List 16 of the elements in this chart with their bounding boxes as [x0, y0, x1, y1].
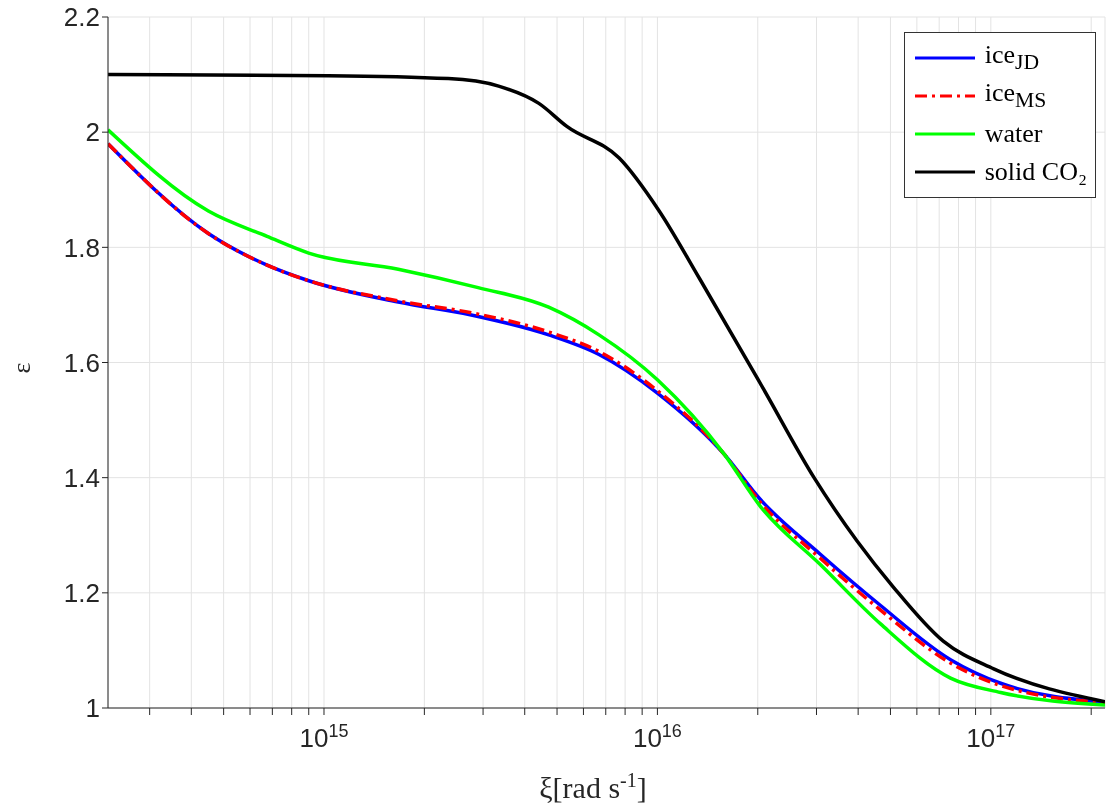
y-tick-label: 1.6 — [63, 347, 100, 378]
y-tick-label: 1 — [85, 693, 100, 724]
x-axis-title: ξ[rad s$^{-1}$] — [539, 769, 647, 804]
legend-label: ice$_{MS}$ — [984, 78, 1047, 114]
x-tick-label: 10$^{16}$ — [632, 721, 682, 753]
legend-label: solid CO₂ — [984, 157, 1087, 187]
y-axis-title: ε — [7, 362, 36, 374]
y-tick-label: 1.4 — [63, 462, 100, 493]
x-tick-label: 10$^{15}$ — [299, 721, 349, 753]
y-tick-label: 1.8 — [63, 232, 100, 263]
x-tick-label: 10$^{17}$ — [966, 721, 1016, 753]
legend-label: ice$_{JD}$ — [984, 40, 1040, 76]
y-tick-label: 2.2 — [63, 2, 100, 33]
y-tick-label: 1.2 — [63, 578, 100, 609]
legend-label: water — [984, 119, 1043, 149]
y-tick-label: 2 — [85, 117, 100, 148]
